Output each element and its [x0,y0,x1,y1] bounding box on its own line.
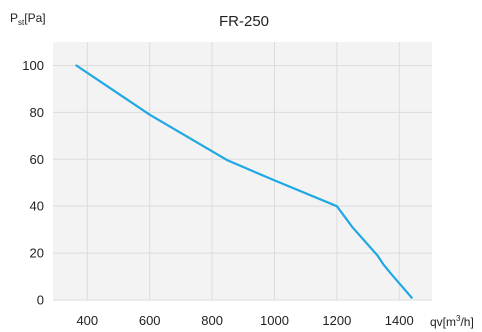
x-axis-label-main: qv[m [430,315,456,329]
plot-area [53,42,432,300]
ticks: 0 20 40 60 80 100 400 600 800 1000 1200 1400 [22,58,413,328]
x-tick-label: 1400 [385,313,414,328]
x-tick-label: 600 [139,313,161,328]
y-axis-label-unit: [Pa] [24,11,45,25]
x-axis-label-end: /h] [460,315,473,329]
y-axis-label-subscript: st [18,18,25,27]
x-tick-label: 800 [201,313,223,328]
x-axis-label-superscript: 3 [456,314,461,323]
x-tick-label: 1000 [260,313,289,328]
series-line [75,64,413,299]
x-tick-label: 400 [76,313,98,328]
y-tick-label: 0 [37,293,44,308]
x-tick-label: 1200 [322,313,351,328]
y-axis-label: Pst[Pa] [10,11,46,27]
y-tick-label: 40 [30,199,44,214]
x-axis-label: qv[m3/h] [430,314,474,329]
y-tick-label: 60 [30,152,44,167]
y-axis-label-main: P [10,11,18,25]
y-tick-label: 80 [30,105,44,120]
grid [53,42,432,301]
y-tick-label: 20 [30,246,44,261]
series-layer [75,64,413,299]
chart-title: FR-250 [219,13,269,30]
y-tick-label: 100 [22,58,44,73]
